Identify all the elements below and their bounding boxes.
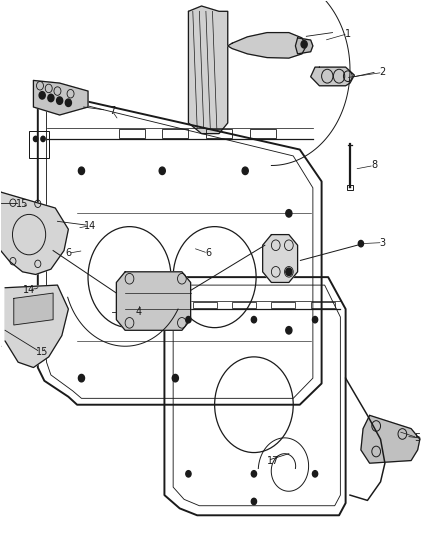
Bar [29,131,49,158]
Bar [29,211,49,237]
Circle shape [159,167,165,174]
Circle shape [33,216,38,221]
Circle shape [312,317,318,323]
Bar [193,302,217,309]
Circle shape [251,471,257,477]
Circle shape [33,296,38,301]
Circle shape [312,471,318,477]
Polygon shape [14,293,53,325]
Circle shape [41,296,45,301]
Circle shape [57,97,63,104]
Bar [119,130,145,138]
Text: 15: 15 [15,199,28,209]
Circle shape [286,268,292,276]
Text: 2: 2 [380,68,386,77]
Circle shape [78,374,85,382]
Circle shape [242,167,248,174]
Polygon shape [1,192,68,274]
Text: 14: 14 [23,286,35,295]
Polygon shape [311,67,354,86]
Polygon shape [295,38,313,54]
Circle shape [78,167,85,174]
Polygon shape [263,235,297,282]
Text: 7: 7 [109,106,115,116]
Polygon shape [188,6,228,134]
Text: 6: 6 [205,248,211,258]
Polygon shape [33,80,88,115]
Text: 3: 3 [380,238,386,247]
Text: 17: 17 [267,456,280,465]
Polygon shape [228,33,306,58]
Circle shape [172,374,178,382]
Polygon shape [361,415,420,463]
Circle shape [65,99,71,107]
Text: 5: 5 [414,433,421,443]
Text: 1: 1 [345,29,351,39]
Circle shape [301,41,307,48]
Text: 14: 14 [84,221,96,231]
Polygon shape [5,285,68,368]
Bar [250,130,276,138]
Text: 8: 8 [371,160,377,171]
Circle shape [286,209,292,217]
Text: 4: 4 [135,306,141,317]
Bar [311,302,335,309]
Bar [347,185,353,190]
Bar [232,302,256,309]
Bar [206,130,232,138]
Bar [272,302,295,309]
Circle shape [33,136,38,142]
Circle shape [41,216,45,221]
Circle shape [286,327,292,334]
Text: 15: 15 [36,346,48,357]
Circle shape [251,498,257,505]
Circle shape [48,94,54,102]
Text: 6: 6 [65,248,71,258]
Circle shape [186,471,191,477]
Bar [29,290,49,317]
Circle shape [251,317,257,323]
Circle shape [358,240,364,247]
Circle shape [41,136,45,142]
Bar [162,130,188,138]
Polygon shape [117,272,191,330]
Circle shape [39,92,45,99]
Circle shape [186,317,191,323]
